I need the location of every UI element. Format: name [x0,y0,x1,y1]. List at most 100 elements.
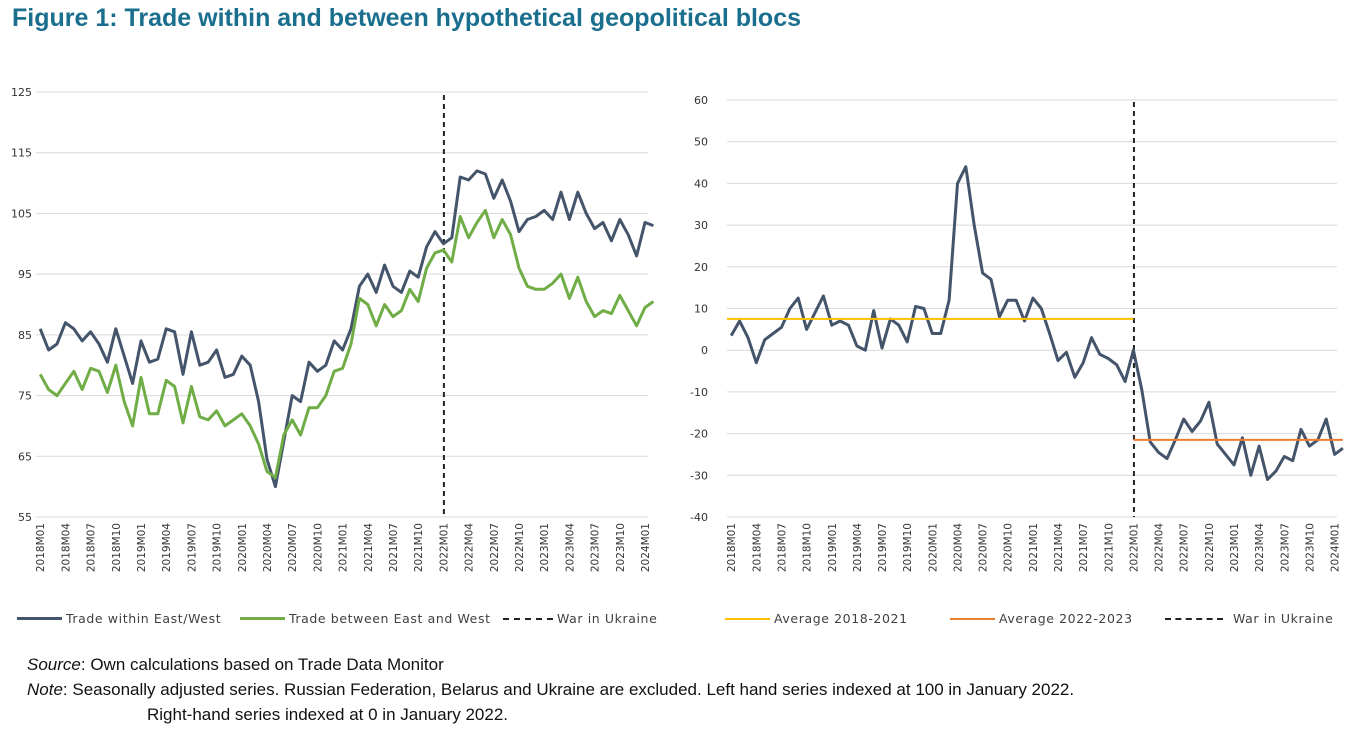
legend-label-war-left: War in Ukraine [557,611,658,626]
left-x-tick-label: 2019M04 [161,523,173,572]
legend-label-avg-2018: Average 2018-2021 [774,611,908,626]
left-x-tick-label: 2020M01 [237,523,249,572]
legend-item-avg-2022: Average 2022-2023 [950,611,1133,626]
right-x-tick-label: 2018M10 [802,523,814,572]
right-x-tick-label: 2022M10 [1204,523,1216,572]
right-x-tick-label: 2018M01 [726,523,738,572]
right-y-tick-label: -10 [690,386,708,399]
left-x-tick-label: 2018M10 [111,523,123,572]
legend-swatch-war-left [503,617,553,620]
left-x-tick-label: 2022M07 [489,523,501,572]
legend-label-between: Trade between East and West [289,611,491,626]
right-x-tick-label: 2018M04 [751,523,763,572]
left-x-tick-label: 2023M10 [615,523,627,572]
left-legend: Trade within East/West Trade between Eas… [0,611,675,631]
left-y-tick-label: 105 [11,207,32,220]
right-x-tick-label: 2022M04 [1154,523,1166,572]
left-y-tick-label: 75 [18,390,32,403]
left-x-tick-label: 2022M10 [514,523,526,572]
legend-label-within: Trade within East/West [66,611,222,626]
right-x-tick-label: 2023M04 [1254,523,1266,572]
left-x-tick-label: 2023M04 [564,523,576,572]
right-x-tick-label: 2018M07 [776,523,788,572]
legend-swatch-between [240,617,285,620]
left-y-tick-label: 55 [18,511,32,524]
right-x-tick-label: 2019M01 [827,523,839,572]
right-x-tick-label: 2023M01 [1229,523,1241,572]
source-text: : Own calculations based on Trade Data M… [80,655,444,674]
legend-swatch-war-right [1165,617,1223,620]
legend-label-avg-2022: Average 2022-2023 [999,611,1133,626]
left-x-tick-label: 2020M04 [262,523,274,572]
legend-swatch-within [17,617,62,620]
left-x-tick-label: 2021M04 [363,523,375,572]
left-x-tick-label: 2021M01 [338,523,350,572]
legend-item-within: Trade within East/West [17,611,221,626]
right-x-tick-label: 2021M07 [1078,523,1090,572]
left-x-tick-label: 2018M04 [60,523,72,572]
left-y-tick-label: 65 [18,450,32,463]
right-x-tick-label: 2024M01 [1330,523,1342,572]
right-y-tick-label: 40 [694,177,708,190]
right-x-tick-label: 2023M07 [1279,523,1291,572]
source-label: Source [27,655,81,674]
right-y-tick-label: -30 [690,469,708,482]
right-x-tick-label: 2020M07 [978,523,990,572]
right-x-tick-label: 2019M07 [877,523,889,572]
left-series-trade-within-east-west [38,169,654,489]
left-y-tick-label: 95 [18,268,32,281]
left-x-tick-label: 2018M07 [86,523,98,572]
legend-label-war-right: War in Ukraine [1233,611,1334,626]
left-x-tick-label: 2020M10 [312,523,324,572]
note-line: Note: Seasonally adjusted series. Russia… [27,677,1074,702]
left-x-tick-label: 2019M10 [212,523,224,572]
left-x-tick-label: 2023M01 [539,523,551,572]
left-x-tick-label: 2024M01 [640,523,652,572]
right-line-chart: -40 -30 -20 -10 0 10 20 30 40 50 60 2018M01 2018M04 2… [690,94,1344,572]
right-x-tick-label: 2022M01 [1128,523,1140,572]
right-x-tick-label: 2021M01 [1028,523,1040,572]
left-x-tick-label: 2021M07 [388,523,400,572]
source-line: Source: Own calculations based on Trade … [27,652,1074,677]
left-x-tick-label: 2022M01 [438,523,450,572]
legend-item-war-right: War in Ukraine [1165,611,1333,626]
figure-footer: Source: Own calculations based on Trade … [27,652,1074,727]
left-y-tick-label: 85 [18,329,32,342]
right-x-tick-label: 2019M04 [852,523,864,572]
right-y-tick-label: -40 [690,511,708,524]
legend-item-war-left: War in Ukraine [503,611,657,626]
note-label: Note [27,680,63,699]
left-y-tick-label: 125 [11,86,32,99]
right-y-tick-label: -20 [690,428,708,441]
left-x-tick-label: 2018M01 [35,523,47,572]
right-legend: Average 2018-2021 Average 2022-2023 War … [675,611,1350,631]
right-x-tick-label: 2021M10 [1103,523,1115,572]
legend-item-avg-2018: Average 2018-2021 [725,611,908,626]
left-x-tick-label: 2019M07 [186,523,198,572]
right-x-tick-label: 2020M01 [927,523,939,572]
left-series-trade-between-east-and-west [38,208,655,479]
right-x-tick-label: 2022M07 [1179,523,1191,572]
note-text: : Seasonally adjusted series. Russian Fe… [62,680,1075,699]
figure-title: Figure 1: Trade within and between hypot… [12,4,802,32]
left-x-tick-label: 2022M04 [464,523,476,572]
right-series-relative-difference [729,165,1344,481]
right-x-tick-label: 2023M10 [1304,523,1316,572]
left-line-chart: 55 65 75 85 95 105 115 125 2018M01 2018M04 2018M07… [11,86,655,572]
legend-swatch-avg-2022 [950,617,995,620]
right-y-tick-label: 50 [694,136,708,149]
right-x-tick-label: 2020M04 [952,523,964,572]
left-x-tick-label: 2023M07 [590,523,602,572]
legend-swatch-avg-2018 [725,617,770,620]
legend-item-between: Trade between East and West [240,611,491,626]
right-y-tick-label: 60 [694,94,708,107]
right-y-tick-label: 20 [694,261,708,274]
right-x-tick-label: 2021M04 [1053,523,1065,572]
right-x-tick-label: 2019M10 [902,523,914,572]
left-x-tick-label: 2019M01 [136,523,148,572]
right-y-tick-label: 30 [694,219,708,232]
note-line-2: Right-hand series indexed at 0 in Januar… [147,705,509,724]
left-x-tick-label: 2021M10 [413,523,425,572]
left-y-tick-label: 115 [11,147,32,160]
right-x-tick-label: 2020M10 [1003,523,1015,572]
